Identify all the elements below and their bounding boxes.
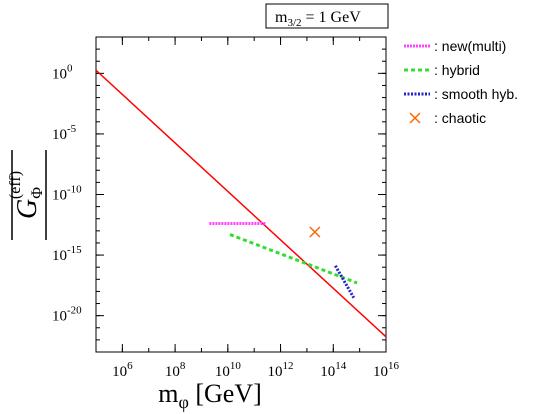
series-line — [229, 233, 358, 285]
tick-base: 10 — [165, 364, 180, 380]
series-line — [96, 69, 386, 338]
tick-base: 10 — [52, 188, 67, 204]
y-axis-label-group: GΦ(eff) — [7, 150, 47, 240]
tick-base: 10 — [52, 66, 67, 82]
legend-label: : smooth hyb. — [434, 86, 518, 102]
x-tick-label: 108 — [165, 360, 186, 380]
legend-label: : new(multi) — [434, 38, 506, 54]
y-tick-label: 100 — [52, 62, 73, 82]
legend-label: : chaotic — [434, 110, 486, 126]
legend-swatch — [409, 112, 421, 124]
series-line — [334, 265, 356, 299]
annotation-box — [265, 3, 389, 29]
tick-base: 10 — [52, 309, 67, 325]
tick-exponent: 16 — [388, 360, 400, 372]
tick-exponent: -5 — [67, 123, 77, 135]
x-tick-label: 1014 — [320, 360, 347, 380]
tick-base: 10 — [268, 364, 283, 380]
tick-exponent: 6 — [127, 360, 133, 372]
x-tick-label: 1010 — [215, 360, 242, 380]
y-axis-label: GΦ(eff) — [7, 171, 46, 219]
tick-exponent: 14 — [335, 360, 347, 372]
y-tick-label: 10-10 — [52, 184, 82, 204]
y-tick-label: 10-20 — [52, 305, 82, 325]
x-axis-label: mφ [GeV] — [158, 379, 262, 412]
tick-exponent: -15 — [67, 244, 82, 256]
tick-base: 10 — [112, 364, 127, 380]
x-tick-label: 106 — [112, 360, 133, 380]
tick-exponent: 0 — [67, 62, 73, 74]
legend-label: : hybrid — [434, 62, 480, 78]
tick-base: 10 — [320, 364, 335, 380]
tick-base: 10 — [215, 364, 230, 380]
tick-exponent: 10 — [230, 360, 242, 372]
tick-exponent: 12 — [283, 360, 294, 372]
plot-frame — [95, 36, 387, 353]
y-tick-label: 10-15 — [52, 244, 82, 264]
tick-exponent: 8 — [180, 360, 186, 372]
tick-base: 10 — [373, 364, 388, 380]
tick-exponent: -10 — [67, 184, 82, 196]
x-tick-label: 1012 — [268, 360, 294, 380]
tick-base: 10 — [52, 127, 67, 143]
point — [309, 226, 321, 238]
x-tick-label: 1016 — [373, 360, 400, 380]
tick-base: 10 — [52, 248, 67, 264]
tick-exponent: -20 — [67, 305, 82, 317]
annotation: m3/2 = 1 GeV — [275, 9, 361, 29]
y-tick-label: 10-5 — [52, 123, 77, 143]
